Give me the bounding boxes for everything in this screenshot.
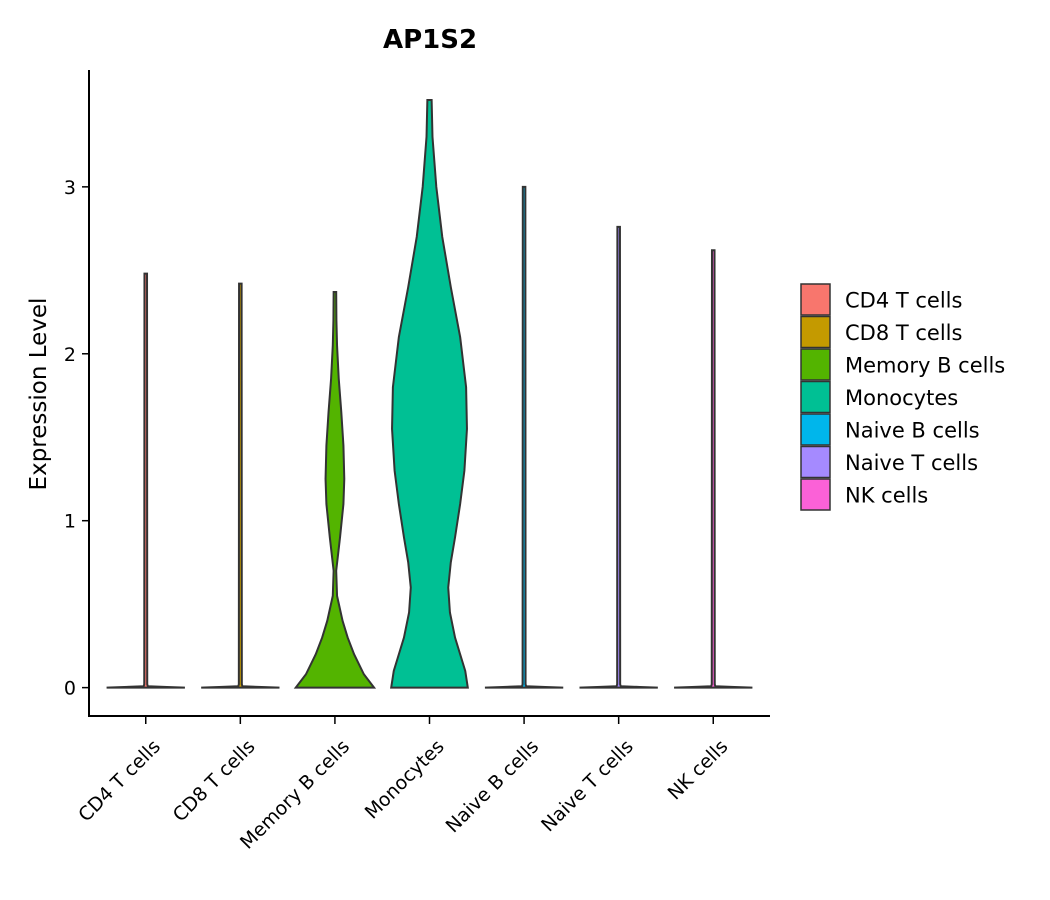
x-tick-label: Monocytes xyxy=(361,736,449,824)
legend-label: Naive T cells xyxy=(845,451,978,475)
legend-label: CD4 T cells xyxy=(845,289,962,313)
legend-label: CD8 T cells xyxy=(845,321,962,345)
x-tick-label: Naive B cells xyxy=(442,736,544,838)
legend-label: Memory B cells xyxy=(845,354,1005,378)
violin-layer xyxy=(106,99,753,689)
y-tick-label: 1 xyxy=(64,511,76,533)
legend-key xyxy=(800,413,831,446)
legend-key xyxy=(800,445,831,479)
legend-label: NK cells xyxy=(845,484,928,508)
violin-naive-b-cells xyxy=(484,185,564,689)
chart-title: AP1S2 xyxy=(383,25,477,55)
legend-label: Naive B cells xyxy=(845,419,980,443)
violin-cd4-t-cells xyxy=(106,272,185,689)
legend-key xyxy=(800,283,831,316)
y-axis-ticks: 0 1 2 3 xyxy=(64,177,89,700)
violin-naive-t-cells xyxy=(579,225,658,689)
y-axis-title: Expression Level xyxy=(26,298,52,491)
legend-key xyxy=(800,315,831,349)
y-tick-label: 2 xyxy=(64,344,76,366)
x-tick-label: NK cells xyxy=(664,736,733,805)
x-tick-label: Naive T cells xyxy=(537,736,638,837)
legend-label: Monocytes xyxy=(845,386,958,410)
y-tick-label: 0 xyxy=(64,678,76,700)
x-tick-label: CD4 T cells xyxy=(74,736,165,827)
violin-nk-cells xyxy=(674,249,753,689)
legend-key xyxy=(800,380,831,414)
violin-monocytes xyxy=(390,99,469,689)
x-tick-label: CD8 T cells xyxy=(169,736,260,827)
legend: CD4 T cells CD8 T cells Memory B cells Mono… xyxy=(800,283,1005,511)
violin-memory-b-cells xyxy=(293,291,377,689)
legend-key xyxy=(800,348,831,381)
violin-cd8-t-cells xyxy=(201,282,280,689)
y-tick-label: 3 xyxy=(64,177,76,199)
legend-key xyxy=(800,478,831,511)
